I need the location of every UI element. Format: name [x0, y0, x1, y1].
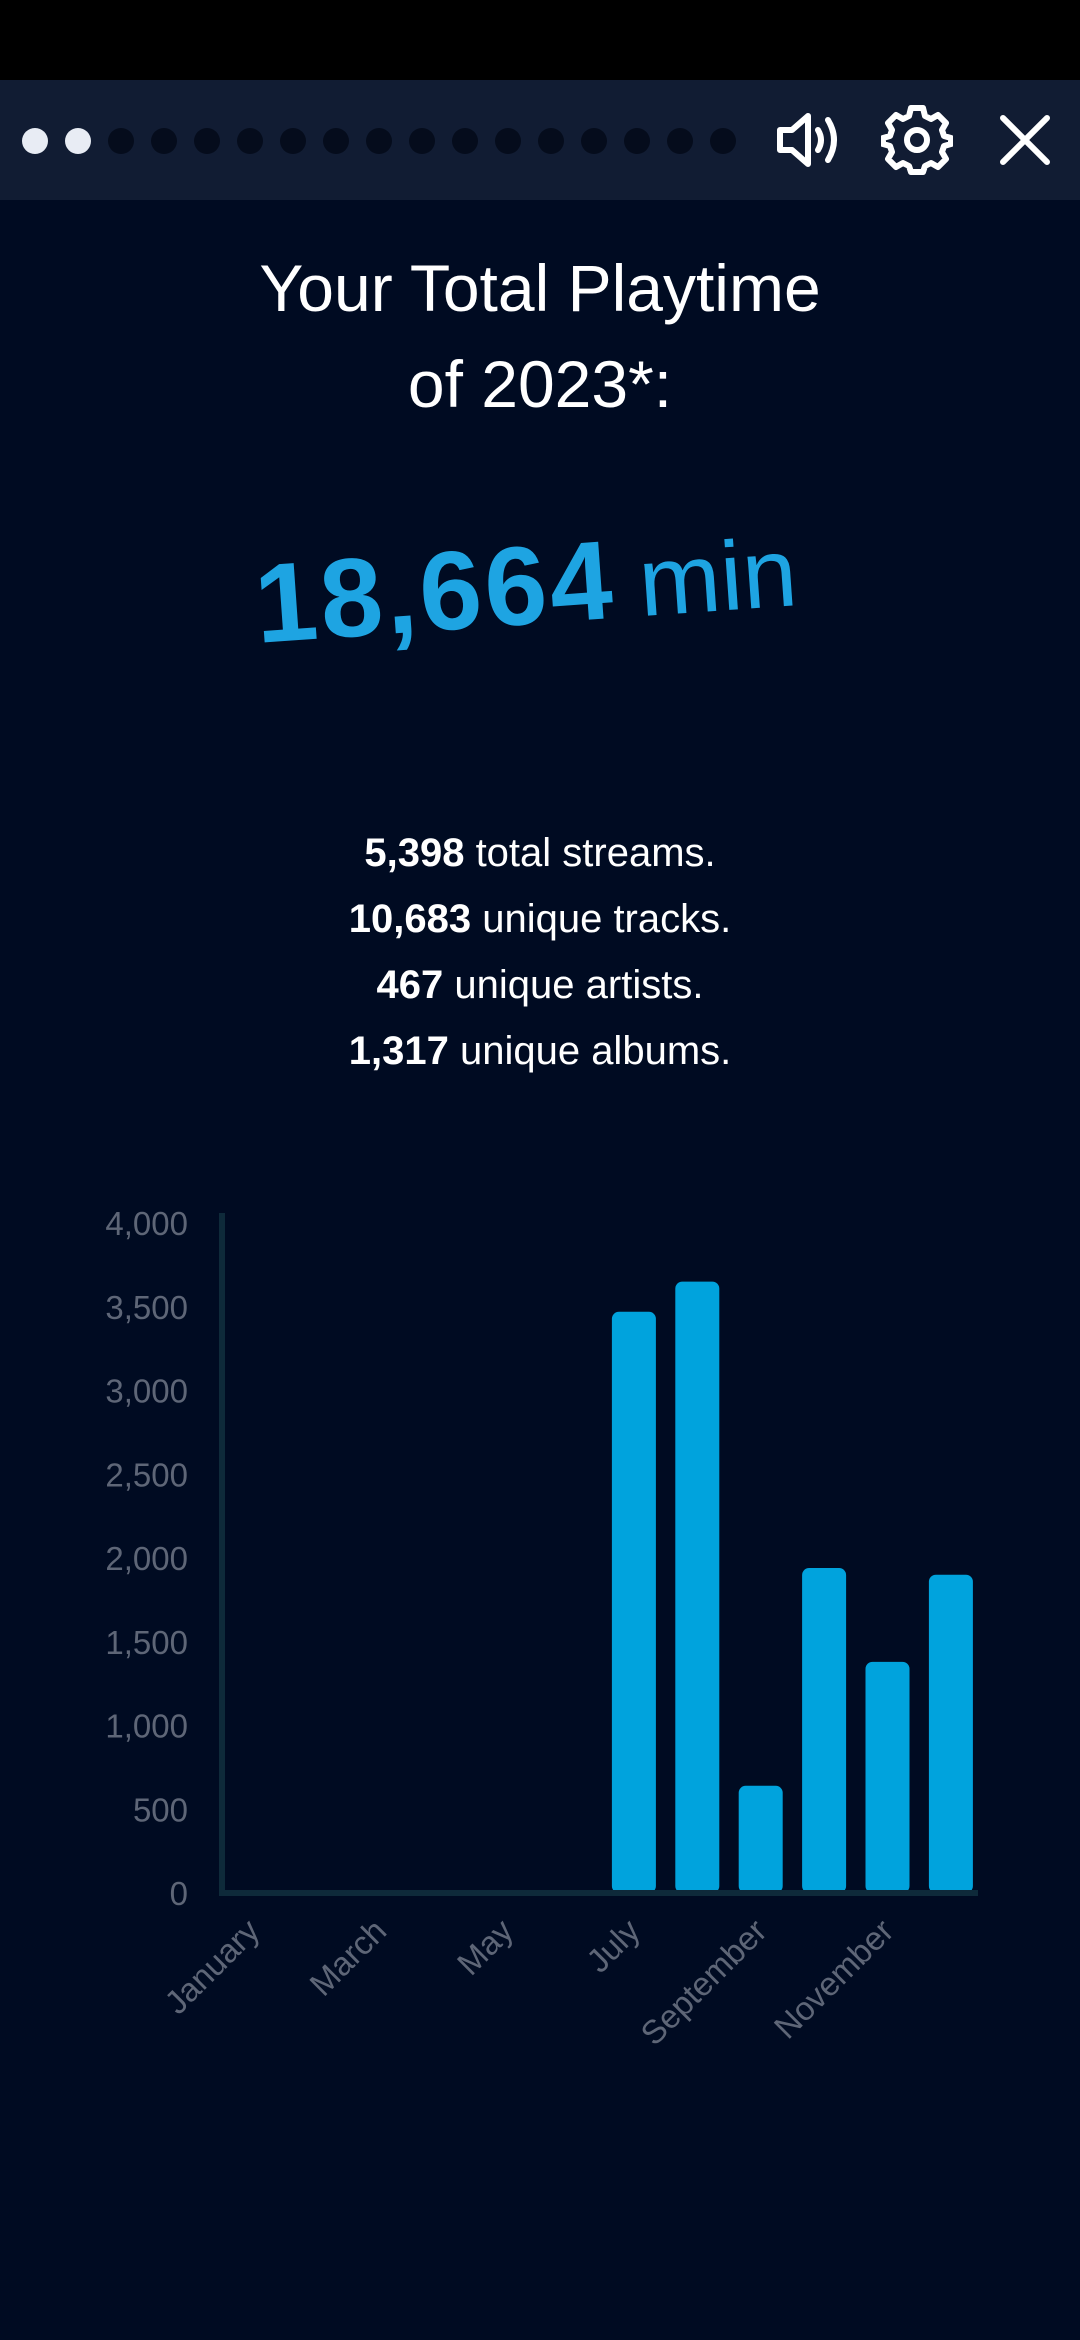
stat-row: 10,683 unique tracks. — [0, 886, 1080, 952]
bar-august — [675, 1281, 720, 1893]
stats-summary: 5,398 total streams. 10,683 unique track… — [0, 820, 1080, 1084]
stat-label: unique tracks. — [471, 897, 732, 941]
total-playtime: 18,664 min — [251, 502, 801, 669]
monthly-playtime-chart: 0 500 1,000 1,500 2,000 2,500 3,000 3,500 4,000 J… — [105, 1205, 978, 2052]
x-tick-label: March — [302, 1912, 393, 2003]
stat-label: unique artists. — [443, 963, 704, 1007]
y-tick-label: 2,500 — [105, 1456, 188, 1493]
playtime-unit: min — [635, 516, 801, 638]
x-tick-label: May — [450, 1911, 521, 1982]
playtime-value: 18,664 — [250, 517, 620, 667]
stat-row: 467 unique artists. — [0, 952, 1080, 1018]
y-tick-label: 3,500 — [105, 1289, 188, 1326]
progress-dot — [624, 128, 650, 154]
progress-dot — [237, 128, 263, 154]
progress-dot — [151, 128, 177, 154]
x-tick-label: January — [157, 1911, 267, 2021]
progress-dot — [710, 128, 736, 154]
progress-dot — [581, 128, 607, 154]
stat-value: 5,398 — [364, 831, 465, 875]
stat-label: unique albums. — [448, 1029, 732, 1073]
progress-dot — [452, 128, 478, 154]
bar-december — [928, 1574, 973, 1893]
x-tick-label: November — [767, 1912, 901, 2046]
progress-dot — [108, 128, 134, 154]
stat-value: 467 — [376, 963, 444, 1007]
progress-dot — [409, 128, 435, 154]
progress-dot-viewed — [22, 128, 48, 154]
story-top-bar — [0, 80, 1080, 200]
speaker-icon[interactable] — [770, 100, 850, 180]
title-line-2: of 2023*: — [407, 347, 673, 421]
bar-november — [865, 1661, 910, 1893]
y-tick-label: 4,000 — [105, 1205, 188, 1242]
y-tick-label: 0 — [170, 1875, 188, 1912]
stat-row: 1,317 unique albums. — [0, 1018, 1080, 1084]
progress-dot — [667, 128, 693, 154]
y-tick-label: 500 — [133, 1791, 188, 1828]
progress-dot — [366, 128, 392, 154]
bar-october — [802, 1568, 847, 1893]
page-title: Your Total Playtime of 2023*: — [0, 240, 1080, 432]
y-tick-label: 1,500 — [105, 1624, 188, 1661]
title-line-1: Your Total Playtime — [259, 251, 821, 325]
status-bar — [0, 0, 1080, 80]
stat-label: total streams. — [464, 831, 716, 875]
x-tick-label: September — [633, 1912, 773, 2052]
x-tick-label: July — [579, 1911, 647, 1979]
story-progress-dots — [22, 128, 736, 154]
progress-dot — [538, 128, 564, 154]
progress-dot — [323, 128, 349, 154]
y-tick-label: 1,000 — [105, 1708, 188, 1745]
bar-july — [611, 1311, 656, 1893]
progress-dot — [280, 128, 306, 154]
progress-dot — [194, 128, 220, 154]
close-icon[interactable] — [985, 100, 1065, 180]
gear-icon[interactable] — [877, 100, 957, 180]
stat-value: 10,683 — [348, 897, 472, 941]
y-tick-label: 3,000 — [105, 1373, 188, 1410]
stat-row: 5,398 total streams. — [0, 820, 1080, 886]
progress-dot — [495, 128, 521, 154]
progress-dot-viewed — [65, 128, 91, 154]
bar-september — [738, 1785, 783, 1893]
stat-value: 1,317 — [348, 1029, 449, 1073]
y-tick-label: 2,000 — [105, 1540, 188, 1577]
